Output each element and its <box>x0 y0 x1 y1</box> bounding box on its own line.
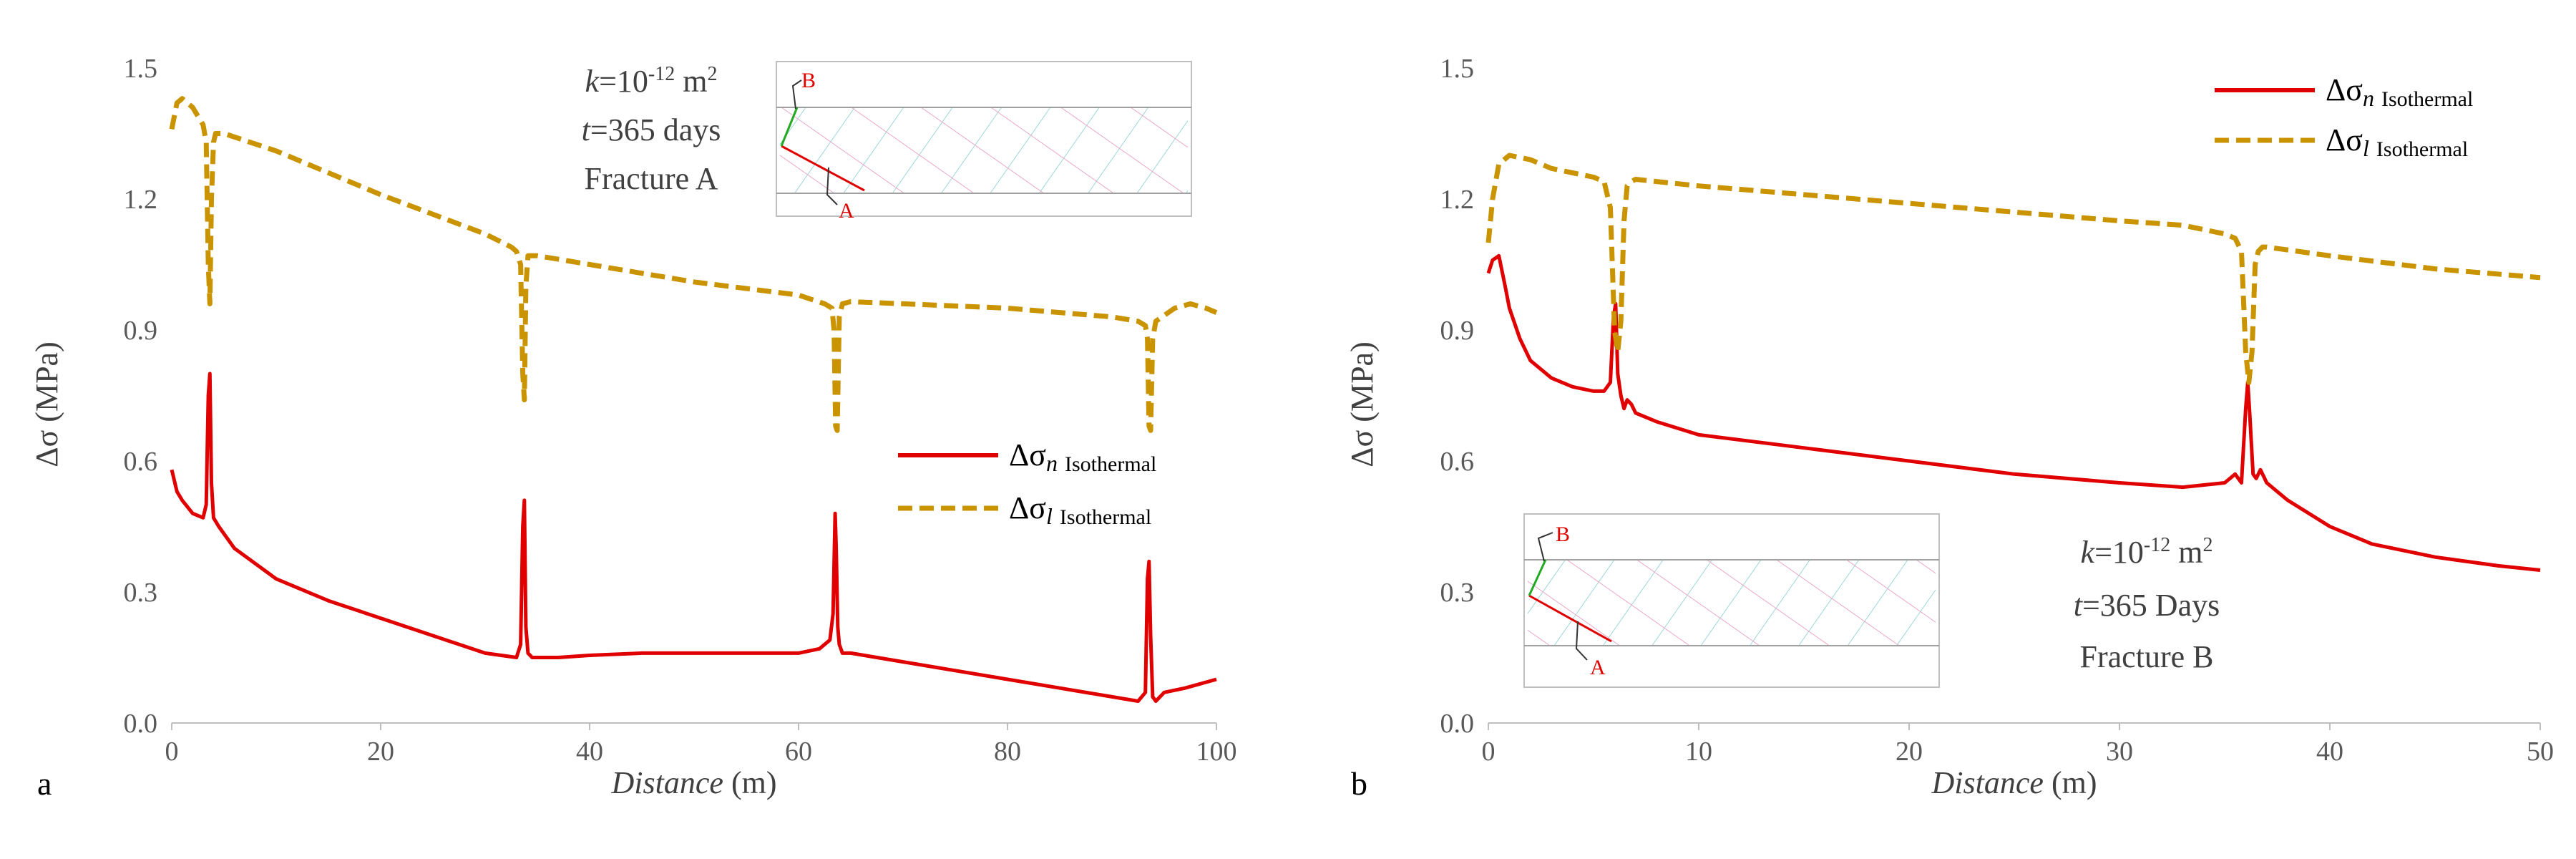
chart-b-y-tick-label: 0.9 <box>1440 316 1475 346</box>
chart-a-x-tick-label: 20 <box>367 737 394 767</box>
chart-a-y-tick-label: 0.3 <box>124 578 158 608</box>
chart-a-y-tick-label: 0.6 <box>124 447 158 477</box>
chart-b-legend-label-parallel: Δσl Isothermal <box>2326 122 2468 161</box>
chart-a-y-label: Δσ (MPa) <box>29 341 64 467</box>
chart-b-y-label: Δσ (MPa) <box>1345 341 1380 467</box>
chart-b-y-tick-label: 1.2 <box>1440 185 1475 215</box>
chart-b-x-tick-label: 20 <box>1896 737 1923 767</box>
chart-a-series-normal-stress-line <box>170 372 1217 703</box>
chart-a-x-tick-label: 0 <box>165 737 179 767</box>
chart-b-x-tick-label: 30 <box>2106 737 2133 767</box>
chart-a-x-tick-label: 40 <box>576 737 603 767</box>
chart-b-y-tick-label: 0.3 <box>1440 578 1475 608</box>
inset-b-fracture-b-line <box>1528 559 1547 596</box>
chart-a-legend-label-normal: Δσn Isothermal <box>1009 437 1156 476</box>
inset-a-fracture-a-line <box>781 145 865 192</box>
chart-a-x-tick-label: 80 <box>994 737 1021 767</box>
inset-b-label-b: B <box>1556 523 1570 546</box>
chart-b-x-ticks: 0 10 20 30 40 50 <box>1482 723 2554 767</box>
chart-b-y-tick-label: 0.6 <box>1440 447 1475 477</box>
chart-b-x-tick-label: 0 <box>1482 737 1496 767</box>
chart-a-x-label: Distance (m) <box>611 765 777 800</box>
chart-a-x-tick-label: 100 <box>1196 737 1237 767</box>
chart-a-y-tick-label: 1.5 <box>124 54 158 84</box>
chart-a: 0 20 40 60 80 100 0.0 0.3 0.6 0.9 1.2 1.5 Distance… <box>29 54 1237 802</box>
panel-label-b: b <box>1351 765 1367 802</box>
chart-b-annotation-fracture: Fracture B <box>2080 639 2214 674</box>
chart-a-legend-label-parallel: Δσl Isothermal <box>1009 490 1151 529</box>
chart-b-series-normal-stress-line <box>1486 253 2541 572</box>
chart-a-inset-diagram: B A <box>776 61 1192 223</box>
chart-a-annotation-k: k=10-12 m2 <box>585 63 718 99</box>
chart-a-y-ticks: 0.0 0.3 0.6 0.9 1.2 1.5 <box>124 54 158 739</box>
chart-b-x-tick-label: 10 <box>1685 737 1712 767</box>
chart-b-annotation-t: t=365 Days <box>2074 588 2220 623</box>
chart-a-annotation-t: t=365 days <box>582 112 721 147</box>
chart-b-x-label: Distance (m) <box>1931 765 2097 800</box>
chart-a-y-tick-label: 0.9 <box>124 316 158 346</box>
chart-b-series <box>1485 152 2541 572</box>
inset-a-label-b: B <box>801 69 816 92</box>
panel-label-a: a <box>37 765 52 802</box>
inset-a-label-a: A <box>839 199 854 223</box>
inset-a-fracture-b-line <box>780 107 799 147</box>
chart-a-series <box>169 96 1218 703</box>
chart-a-y-tick-label: 0.0 <box>124 709 158 739</box>
chart-b-x-tick-label: 40 <box>2316 737 2343 767</box>
inset-b-fracture-a-line <box>1528 594 1612 643</box>
chart-a-annotation-fracture: Fracture A <box>585 161 718 196</box>
chart-a-x-ticks: 0 20 40 60 80 100 <box>165 723 1237 767</box>
chart-b: 0 10 20 30 40 50 0.0 0.3 0.6 0.9 1.2 1.5 Distance … <box>1345 54 2554 802</box>
chart-b-x-tick-label: 50 <box>2527 737 2554 767</box>
chart-b-series-parallel-stress-line <box>1485 152 2541 385</box>
chart-b-legend-label-normal: Δσn Isothermal <box>2326 72 2473 111</box>
chart-a-series-parallel-stress-line <box>169 96 1218 433</box>
chart-a-y-tick-label: 1.2 <box>124 185 158 215</box>
chart-b-y-tick-label: 0.0 <box>1440 709 1475 739</box>
chart-b-y-ticks: 0.0 0.3 0.6 0.9 1.2 1.5 <box>1440 54 1475 739</box>
chart-b-y-tick-label: 1.5 <box>1440 54 1475 84</box>
chart-a-x-tick-label: 60 <box>785 737 812 767</box>
chart-b-inset-diagram: B A <box>1523 513 1940 688</box>
chart-b-legend: Δσn Isothermal Δσl Isothermal <box>2215 72 2473 161</box>
chart-a-legend: Δσn Isothermal Δσl Isothermal <box>898 437 1156 529</box>
chart-b-annotation-k: k=10-12 m2 <box>2081 534 2213 570</box>
inset-b-label-a: A <box>1590 656 1606 679</box>
